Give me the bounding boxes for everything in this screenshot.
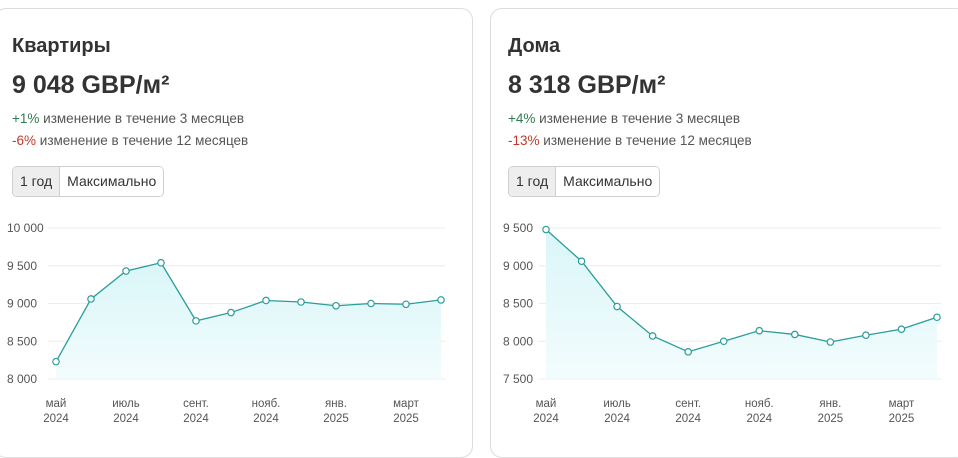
period-1-year-button[interactable]: 1 год xyxy=(13,167,60,196)
y-tick-label: 9 500 xyxy=(7,259,37,273)
y-tick-label: 9 500 xyxy=(503,221,533,235)
x-tick-month-label: июль xyxy=(603,398,631,410)
x-tick-year-label: 2025 xyxy=(323,413,349,425)
change-3-months-text: изменение в течение 3 месяцев xyxy=(43,111,245,126)
y-tick-label: 7 500 xyxy=(503,372,533,386)
data-point[interactable] xyxy=(52,357,60,366)
price-chart[interactable]: 10 000 9 500 9 000 8 500 8 000 май 2024 июль 202… xyxy=(0,9,474,445)
period-toggle: 1 год Максимально xyxy=(12,166,165,197)
data-point[interactable] xyxy=(791,330,799,339)
x-tick-year-label: 2025 xyxy=(393,413,419,425)
series-area xyxy=(56,262,441,379)
x-tick-year-label: 2024 xyxy=(113,413,139,425)
data-point[interactable] xyxy=(367,299,375,308)
data-point[interactable] xyxy=(613,302,621,311)
period-1-year-button[interactable]: 1 год xyxy=(509,167,556,196)
change-3-months: +1% изменение в течение 3 месяцев xyxy=(12,111,244,126)
period-max-button[interactable]: Максимально xyxy=(59,167,164,196)
x-tick-year-label: 2024 xyxy=(183,413,209,425)
period-toggle: 1 год Максимально xyxy=(508,166,661,197)
data-point[interactable] xyxy=(897,325,906,333)
change-3-months-text: изменение в течение 3 месяцев xyxy=(539,111,741,126)
price-per-sqm: 9 048 GBP/м² xyxy=(12,71,170,99)
data-point[interactable] xyxy=(648,332,657,340)
change-12-months-value: -6% xyxy=(12,133,37,148)
data-point[interactable] xyxy=(719,337,728,346)
x-tick-year-label: 2024 xyxy=(253,413,279,425)
card-title: Квартиры xyxy=(12,35,111,57)
change-12-months: -6% изменение в течение 12 месяцев xyxy=(12,133,248,148)
price-per-sqm: 8 318 GBP/м² xyxy=(508,71,666,99)
y-tick-label: 8 000 xyxy=(7,372,37,386)
y-tick-label: 8 500 xyxy=(503,297,533,311)
x-tick-year-label: 2024 xyxy=(604,413,630,425)
x-tick-month-label: сент. xyxy=(183,398,209,410)
y-tick-label: 8 500 xyxy=(7,334,37,348)
x-tick-year-label: 2024 xyxy=(533,413,559,425)
x-tick-month-label: март xyxy=(889,398,915,410)
period-max-button[interactable]: Максимально xyxy=(555,167,660,196)
data-point[interactable] xyxy=(684,348,692,356)
change-12-months-text: изменение в течение 12 месяцев xyxy=(39,133,249,148)
data-point[interactable] xyxy=(87,295,95,303)
change-3-months-value: +4% xyxy=(508,111,536,126)
x-tick-month-label: май xyxy=(46,398,67,410)
data-point[interactable] xyxy=(262,296,270,305)
apartments-card: Квартиры 9 048 GBP/м² +1% изменение в те… xyxy=(0,8,473,458)
houses-card: Дома 8 318 GBP/м² +4% изменение в течени… xyxy=(490,8,958,458)
data-point[interactable] xyxy=(227,308,235,317)
x-tick-month-label: янв. xyxy=(325,398,347,410)
x-tick-year-label: 2025 xyxy=(889,413,915,425)
x-tick-month-label: июль xyxy=(112,398,140,410)
change-3-months: +4% изменение в течение 3 месяцев xyxy=(508,111,740,126)
series-line xyxy=(545,229,938,353)
x-tick-year-label: 2024 xyxy=(675,413,701,425)
data-point[interactable] xyxy=(297,298,305,306)
y-tick-label: 9 000 xyxy=(7,297,37,311)
series-line xyxy=(55,261,442,362)
data-point[interactable] xyxy=(577,257,586,266)
x-tick-year-label: 2024 xyxy=(43,413,69,425)
x-tick-month-label: сент. xyxy=(675,398,701,410)
change-12-months-value: -13% xyxy=(508,133,540,148)
x-tick-month-label: нояб. xyxy=(745,398,774,410)
series-area xyxy=(546,229,937,379)
change-12-months: -13% изменение в течение 12 месяцев xyxy=(508,133,752,148)
data-point[interactable] xyxy=(542,225,550,234)
x-tick-year-label: 2024 xyxy=(746,413,772,425)
x-tick-month-label: янв. xyxy=(819,398,841,410)
data-point[interactable] xyxy=(437,296,445,304)
data-point[interactable] xyxy=(192,317,200,325)
y-tick-label: 9 000 xyxy=(503,259,533,273)
y-tick-label: 10 000 xyxy=(7,221,44,235)
data-point[interactable] xyxy=(826,338,835,346)
data-point[interactable] xyxy=(933,313,941,322)
y-tick-label: 8 000 xyxy=(503,334,533,348)
change-12-months-text: изменение в течение 12 месяцев xyxy=(543,133,752,148)
x-tick-year-label: 2025 xyxy=(818,413,844,425)
data-point[interactable] xyxy=(157,258,165,267)
data-point[interactable] xyxy=(332,301,340,310)
x-tick-month-label: нояб. xyxy=(252,398,281,410)
card-title: Дома xyxy=(508,35,561,57)
x-tick-month-label: март xyxy=(393,398,419,410)
data-point[interactable] xyxy=(755,326,764,335)
change-3-months-value: +1% xyxy=(12,111,40,126)
data-point[interactable] xyxy=(862,331,870,340)
data-point[interactable] xyxy=(402,300,410,309)
x-tick-month-label: май xyxy=(536,398,557,410)
data-point[interactable] xyxy=(122,267,130,275)
